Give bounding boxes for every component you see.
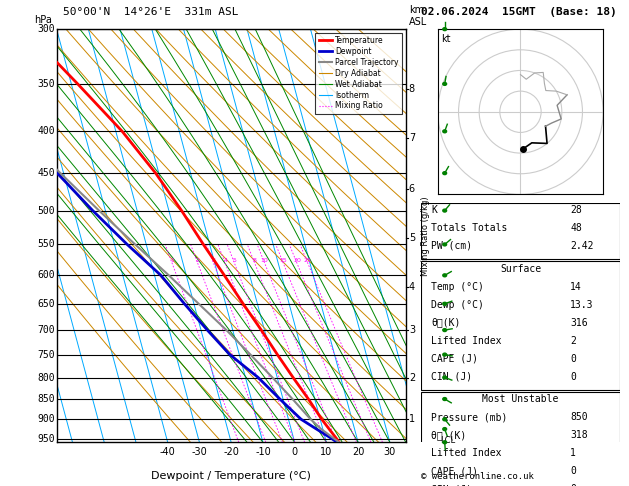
Text: 7: 7 [409,133,415,143]
Text: 2: 2 [409,372,415,382]
Text: Pressure (mb): Pressure (mb) [431,412,508,422]
Text: 30: 30 [384,447,396,457]
Text: 300: 300 [37,24,55,34]
Text: CIN (J): CIN (J) [431,484,472,486]
Text: 450: 450 [37,168,55,178]
Text: 8: 8 [409,84,415,94]
Text: km
ASL: km ASL [409,5,427,27]
Text: Mixing Ratio (g/kg): Mixing Ratio (g/kg) [421,196,430,276]
Text: 0: 0 [570,484,576,486]
Bar [421,203,620,259]
Text: Temp (°C): Temp (°C) [431,282,484,292]
Text: 700: 700 [37,325,55,335]
Text: 0: 0 [570,372,576,382]
Text: 0: 0 [570,466,576,476]
Text: 3: 3 [211,258,216,263]
Text: 350: 350 [37,79,55,89]
Text: CIN (J): CIN (J) [431,372,472,382]
Text: 650: 650 [37,299,55,309]
Text: 800: 800 [37,372,55,382]
Text: kt: kt [441,34,451,44]
Text: Totals Totals: Totals Totals [431,223,508,233]
Text: -40: -40 [160,447,175,457]
Text: 5: 5 [233,258,237,263]
Text: -10: -10 [255,447,270,457]
Text: K: K [431,205,437,215]
Bar [421,392,620,486]
Text: 02.06.2024  15GMT  (Base: 18): 02.06.2024 15GMT (Base: 18) [421,7,617,17]
Text: 0: 0 [570,354,576,364]
Text: 20: 20 [293,258,301,263]
Text: 1: 1 [570,448,576,458]
Text: 2: 2 [570,336,576,346]
Text: 900: 900 [37,415,55,424]
Text: θᴄ (K): θᴄ (K) [431,430,467,440]
Text: 20: 20 [352,447,364,457]
Text: 750: 750 [37,349,55,360]
Text: 15: 15 [279,258,287,263]
Text: CAPE (J): CAPE (J) [431,466,478,476]
Bar [421,261,620,390]
Text: -30: -30 [192,447,208,457]
Text: 4: 4 [409,282,415,292]
Text: 48: 48 [570,223,582,233]
Text: Most Unstable: Most Unstable [482,394,559,404]
Text: 318: 318 [570,430,587,440]
Text: 550: 550 [37,240,55,249]
Legend: Temperature, Dewpoint, Parcel Trajectory, Dry Adiabat, Wet Adiabat, Isotherm, Mi: Temperature, Dewpoint, Parcel Trajectory… [316,33,402,114]
Text: θᴄ(K): θᴄ(K) [431,318,460,328]
Text: 1: 1 [170,258,174,263]
Text: Lifted Index: Lifted Index [431,336,502,346]
Text: 2.42: 2.42 [570,241,594,251]
Text: 10: 10 [261,258,269,263]
Text: 14: 14 [570,282,582,292]
Text: -20: -20 [223,447,239,457]
Text: 6: 6 [409,184,415,193]
Text: 316: 316 [570,318,587,328]
Text: 10: 10 [320,447,333,457]
Text: 850: 850 [570,412,587,422]
Text: 850: 850 [37,394,55,404]
Text: PW (cm): PW (cm) [431,241,472,251]
Text: hPa: hPa [34,15,52,25]
Text: 3: 3 [409,325,415,335]
Text: 0: 0 [292,447,298,457]
Text: Dewpoint / Temperature (°C): Dewpoint / Temperature (°C) [151,471,311,481]
Text: Dewp (°C): Dewp (°C) [431,300,484,310]
Text: 500: 500 [37,206,55,216]
Text: 400: 400 [37,126,55,137]
Text: 2: 2 [196,258,200,263]
Text: 950: 950 [37,434,55,444]
Text: © weatheronline.co.uk: © weatheronline.co.uk [421,472,534,481]
Text: 8: 8 [253,258,257,263]
Text: 600: 600 [37,270,55,280]
Text: LCL: LCL [440,436,455,445]
Text: 50°00'N  14°26'E  331m ASL: 50°00'N 14°26'E 331m ASL [63,7,238,17]
Text: Lifted Index: Lifted Index [431,448,502,458]
Text: 4: 4 [223,258,227,263]
Text: CAPE (J): CAPE (J) [431,354,478,364]
Text: 1: 1 [409,415,415,424]
Text: 25: 25 [304,258,312,263]
Text: 28: 28 [570,205,582,215]
Text: 13.3: 13.3 [570,300,594,310]
Text: Surface: Surface [500,264,541,274]
Text: 5: 5 [409,233,415,243]
